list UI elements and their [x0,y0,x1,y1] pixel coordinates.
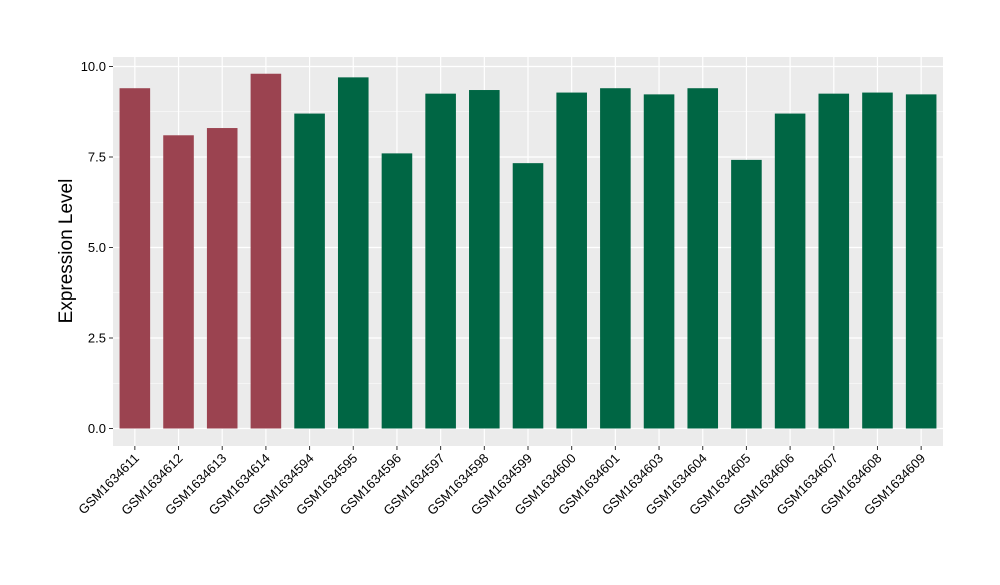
bar-gsm1634613 [206,128,238,429]
bar-gsm1634598 [469,90,500,429]
bar-gsm1634601 [600,88,631,429]
bar-gsm1634604 [687,88,719,429]
y-tick-label: 10.0 [81,59,106,74]
bar-gsm1634599 [512,163,544,429]
bar-gsm1634594 [294,113,325,429]
y-tick-label: 0.0 [88,421,106,436]
bar-gsm1634595 [337,77,369,429]
bar-gsm1634607 [818,93,850,429]
bars-group [119,73,937,429]
bar-gsm1634596 [381,153,413,429]
bar-gsm1634609 [905,94,937,429]
bar-gsm1634606 [774,113,806,429]
bar-gsm1634600 [556,92,587,429]
y-axis: 0.0 2.5 5.0 7.5 10.0 [81,59,113,436]
y-axis-label: Expression Level [56,179,77,324]
y-tick-label: 7.5 [88,150,106,165]
x-axis: GSM1634611GSM1634612GSM1634613GSM1634614… [75,446,928,518]
bar-gsm1634605 [731,159,762,429]
bar-gsm1634608 [862,92,893,429]
y-tick-label: 2.5 [88,331,106,346]
bar-gsm1634614 [250,73,282,429]
y-tick-label: 5.0 [88,240,106,255]
bar-gsm1634611 [119,88,151,429]
bar-gsm1634612 [163,135,194,429]
bar-gsm1634603 [643,94,675,429]
bar-gsm1634597 [425,93,456,429]
